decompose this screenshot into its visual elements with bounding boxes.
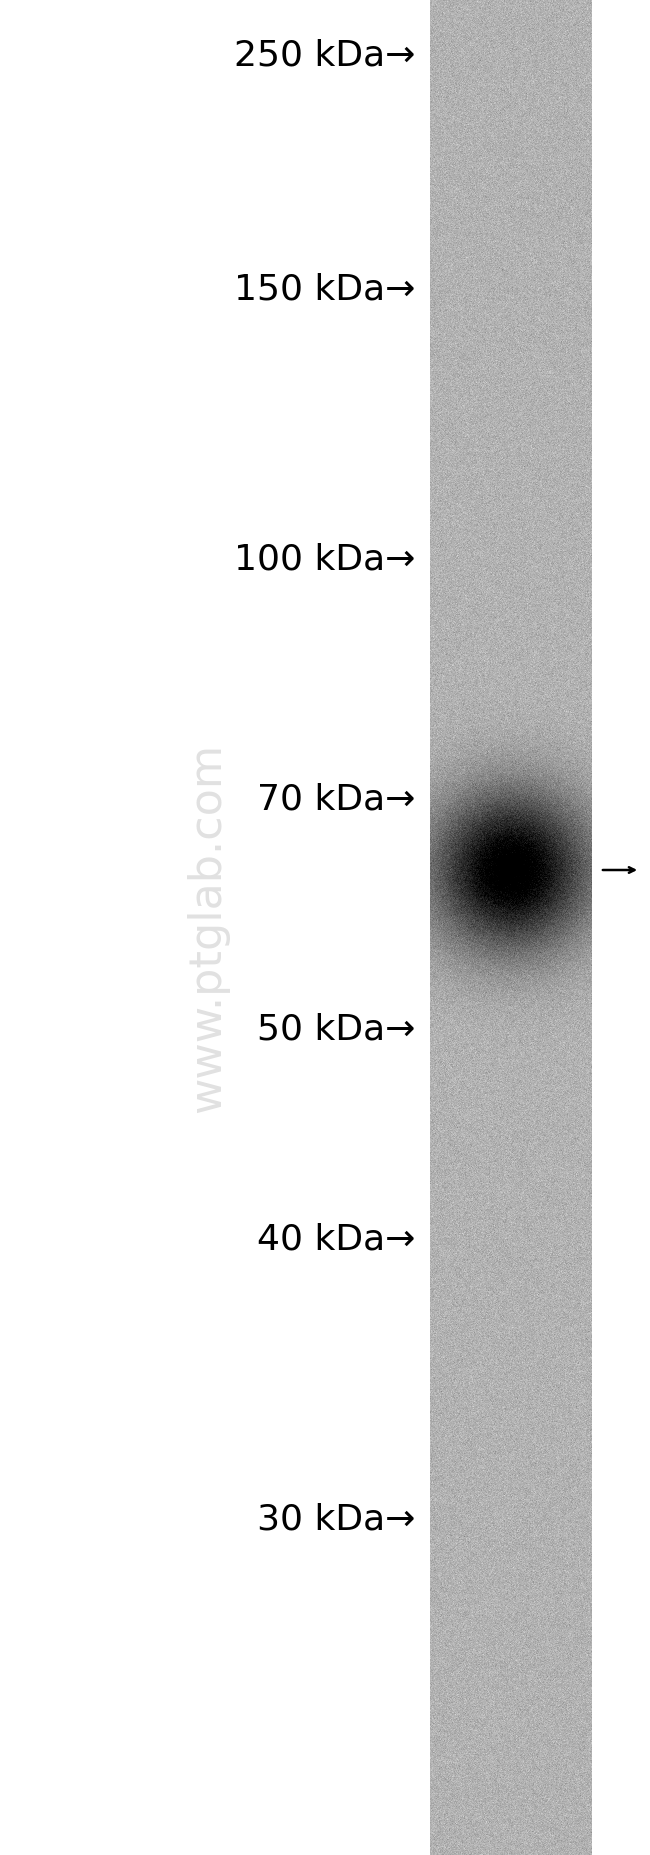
Text: 40 kDa→: 40 kDa→ [257,1222,415,1258]
Text: 50 kDa→: 50 kDa→ [257,1013,415,1046]
Text: www.ptglab.com: www.ptglab.com [187,742,229,1113]
Text: 30 kDa→: 30 kDa→ [257,1503,415,1538]
Text: 250 kDa→: 250 kDa→ [233,37,415,72]
Text: 70 kDa→: 70 kDa→ [257,783,415,816]
Text: 100 kDa→: 100 kDa→ [233,544,415,577]
Text: 150 kDa→: 150 kDa→ [233,273,415,306]
